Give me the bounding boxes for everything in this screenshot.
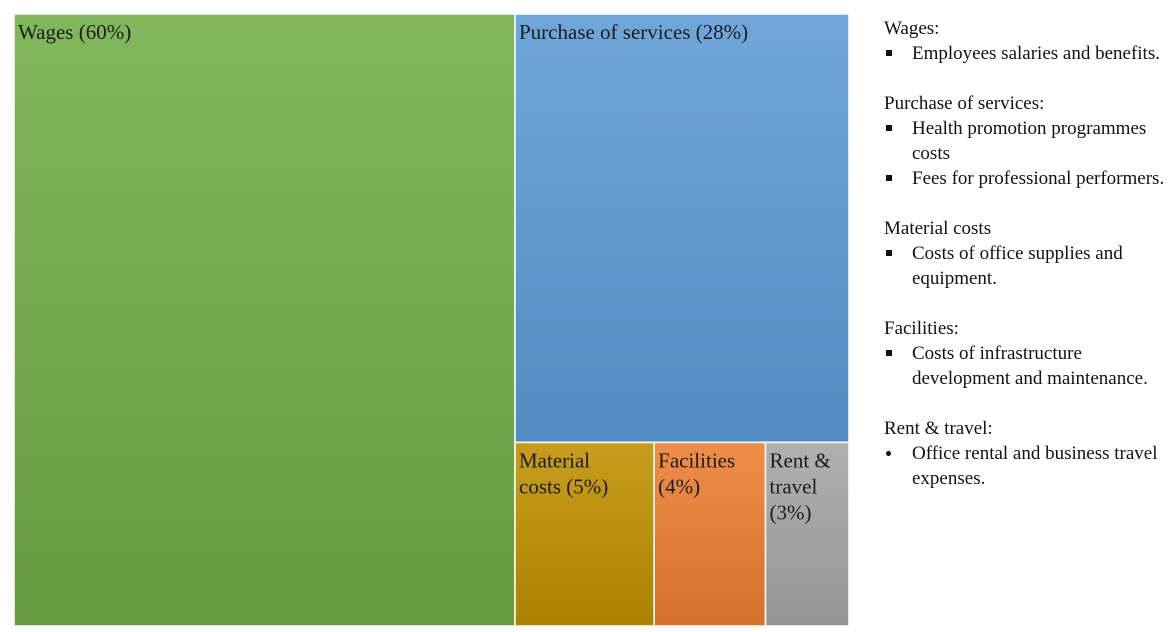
legend-item: Costs of office supplies and equipment. xyxy=(884,241,1170,291)
tile-facilities: Facilities (4%) xyxy=(653,441,767,627)
legend-item-text: Office rental and business travel expens… xyxy=(912,443,1158,489)
legend-item-text: Costs of infrastructure development and … xyxy=(912,343,1148,389)
legend-item: Office rental and business travel expens… xyxy=(884,441,1170,491)
tile-label-line: travel xyxy=(770,474,818,498)
treemap-chart: Wages (60%) Purchase of services (28%) Mat… xyxy=(13,13,850,627)
tile-rect xyxy=(764,441,850,627)
legend-heading: Wages: xyxy=(884,18,940,39)
tile-label: Wages (60%) xyxy=(18,20,131,44)
legend-item-text: Fees for professional performers. xyxy=(912,168,1165,189)
legend-group: Facilities: Costs of infrastructure devel… xyxy=(884,316,1170,391)
tile-label: Facilities (4%) xyxy=(658,448,735,498)
tile-rect xyxy=(13,13,516,627)
tile-label-line: Wages (60%) xyxy=(18,20,131,44)
legend-group: Wages: Employees salaries and benefits. xyxy=(884,16,1170,66)
tile-label-line: Purchase of services (28%) xyxy=(519,20,748,44)
tile-label-line: Material xyxy=(519,448,590,472)
legend-item-text: Employees salaries and benefits. xyxy=(912,43,1160,64)
legend-heading: Rent & travel: xyxy=(884,418,993,439)
legend-item: Employees salaries and benefits. xyxy=(884,41,1170,66)
legend-item: Fees for professional performers. xyxy=(884,166,1170,191)
legend-heading: Facilities: xyxy=(884,318,959,339)
tile-label-line: costs (5%) xyxy=(519,474,608,498)
tile-label-line: (3%) xyxy=(770,500,812,524)
tile-material-costs: Material costs (5%) xyxy=(514,441,655,627)
legend-panel: Wages: Employees salaries and benefits. Pu… xyxy=(884,16,1170,516)
tile-purchase-of-services: Purchase of services (28%) xyxy=(514,13,850,444)
tile-rect xyxy=(514,441,655,627)
legend-item: Health promotion programmes costs xyxy=(884,116,1170,166)
legend-group: Purchase of services: Health promotion pr… xyxy=(884,91,1170,191)
tile-label: Material costs (5%) xyxy=(519,448,608,498)
legend-item-text: Costs of office supplies and equipment. xyxy=(912,243,1123,289)
treemap-tiles: Wages (60%) Purchase of services (28%) Mat… xyxy=(13,13,850,627)
legend-heading: Purchase of services: xyxy=(884,93,1045,114)
tile-wages: Wages (60%) xyxy=(13,13,516,627)
tile-label-line: Rent & xyxy=(770,448,831,472)
tile-rent-travel: Rent & travel (3%) xyxy=(764,441,850,627)
legend-group: Rent & travel: Office rental and business… xyxy=(884,416,1170,491)
legend-group: Material costs Costs of office supplies a… xyxy=(884,216,1170,291)
tile-label-line: Facilities xyxy=(658,448,735,472)
tile-label: Purchase of services (28%) xyxy=(519,20,748,44)
legend-item-text: Health promotion programmes costs xyxy=(912,118,1147,164)
tile-rect xyxy=(514,13,850,444)
tile-label-line: (4%) xyxy=(658,474,700,498)
legend-item: Costs of infrastructure development and … xyxy=(884,341,1170,391)
legend-heading: Material costs xyxy=(884,218,992,239)
tile-label: Rent & travel (3%) xyxy=(770,448,831,524)
